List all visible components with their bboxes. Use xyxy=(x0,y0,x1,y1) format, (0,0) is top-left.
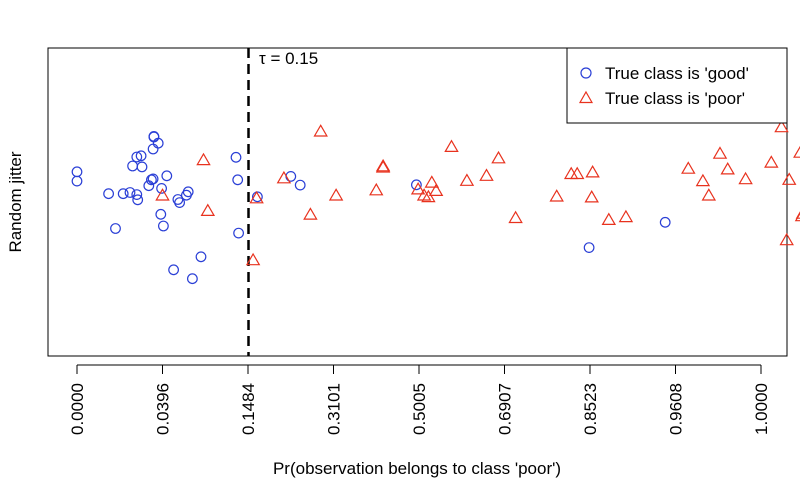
good-point xyxy=(143,180,155,192)
x-tick-label: 1.0000 xyxy=(752,383,771,435)
poor-point xyxy=(764,155,779,168)
good-point xyxy=(659,216,671,228)
poor-point xyxy=(375,158,391,172)
good-point xyxy=(131,151,143,163)
poor-point xyxy=(774,119,789,133)
good-point xyxy=(131,189,143,201)
x-tick-label: 0.9608 xyxy=(667,383,686,435)
poor-point xyxy=(424,175,440,188)
good-point xyxy=(186,273,198,285)
poor-point xyxy=(428,183,444,196)
x-axis: 0.0000 0.0396 0.1484 0.3101 0.5005 0.6907 0.85… xyxy=(68,364,771,435)
legend-box xyxy=(566,47,788,124)
good-point xyxy=(251,191,263,203)
good-point xyxy=(110,223,121,234)
good-point xyxy=(117,188,129,200)
threshold-label: τ = 0.15 xyxy=(259,49,318,68)
legend-entry-poor: True class is 'poor' xyxy=(605,89,745,108)
poor-point xyxy=(569,166,585,180)
legend-circle-marker xyxy=(580,67,592,79)
poor-point xyxy=(245,252,261,266)
poor-point xyxy=(444,139,459,152)
poor-point xyxy=(779,232,794,246)
good-point xyxy=(148,130,160,142)
threshold-group: τ = 0.15 xyxy=(247,48,318,356)
good-point xyxy=(168,264,180,276)
poor-point xyxy=(508,210,523,224)
series-good xyxy=(71,130,671,285)
poor-point xyxy=(720,162,735,175)
x-tick-label: 0.6907 xyxy=(496,383,515,435)
poor-point xyxy=(479,168,494,181)
good-point xyxy=(195,251,207,263)
poor-point xyxy=(681,161,696,174)
poor-point xyxy=(313,124,328,137)
poor-point xyxy=(701,188,717,201)
poor-point xyxy=(276,170,292,184)
x-axis-label: Pr(observation belongs to class 'poor') xyxy=(273,459,561,478)
legend-triangle-marker xyxy=(578,90,594,104)
x-tick-label: 0.8523 xyxy=(581,383,600,435)
x-tick-label: 0.0000 xyxy=(68,383,87,435)
good-point xyxy=(155,208,167,220)
poor-point xyxy=(618,209,634,223)
x-tick-label: 0.1484 xyxy=(239,383,258,435)
poor-point xyxy=(491,150,506,164)
x-tick-label: 0.0396 xyxy=(154,383,173,435)
legend-entry-good: True class is 'good' xyxy=(605,64,749,83)
good-point xyxy=(174,197,186,209)
poor-point xyxy=(421,189,436,203)
poor-point xyxy=(155,188,170,201)
good-point xyxy=(147,143,159,155)
good-point xyxy=(124,187,136,198)
good-point xyxy=(161,170,173,182)
good-point xyxy=(157,220,169,232)
poor-point xyxy=(584,190,599,203)
good-point xyxy=(136,161,148,173)
good-point xyxy=(232,174,244,186)
poor-point xyxy=(601,212,617,225)
good-point xyxy=(230,151,242,163)
poor-point xyxy=(249,190,264,204)
x-tick-label: 0.3101 xyxy=(325,383,344,435)
poor-point xyxy=(369,182,384,196)
good-point xyxy=(294,179,306,191)
good-point xyxy=(233,227,245,239)
poor-point xyxy=(712,146,728,159)
good-point xyxy=(132,194,144,206)
poor-point xyxy=(781,172,797,185)
good-point xyxy=(156,182,168,194)
poor-point xyxy=(303,207,318,220)
poor-point xyxy=(328,188,344,201)
poor-point xyxy=(410,182,426,195)
poor-point xyxy=(793,145,800,158)
poor-point xyxy=(196,152,211,166)
good-point xyxy=(583,242,595,254)
legend: True class is 'good' True class is 'poor… xyxy=(566,47,788,124)
good-point xyxy=(103,188,114,200)
poor-point xyxy=(585,165,600,178)
plot-frame xyxy=(47,47,788,357)
y-axis-label: Random jitter xyxy=(6,151,25,252)
poor-point xyxy=(695,173,711,187)
good-point xyxy=(135,150,147,162)
poor-point xyxy=(459,173,475,186)
poor-point xyxy=(549,189,564,202)
good-point xyxy=(411,179,422,191)
x-tick-label: 0.5005 xyxy=(410,383,429,435)
poor-point xyxy=(738,171,753,185)
good-point xyxy=(180,189,192,201)
poor-point xyxy=(200,203,216,216)
poor-point xyxy=(375,160,391,173)
poor-point xyxy=(416,188,432,201)
good-point xyxy=(71,175,83,187)
